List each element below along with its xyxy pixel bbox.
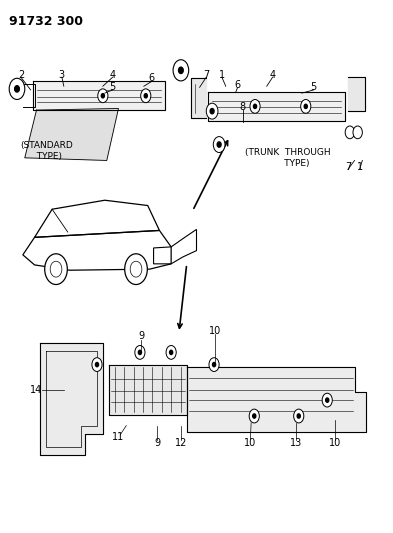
Polygon shape [33, 81, 165, 110]
Circle shape [135, 345, 145, 359]
Circle shape [125, 254, 147, 285]
Text: (TRUNK  THROUGH
      TYPE): (TRUNK THROUGH TYPE) [245, 148, 331, 167]
Text: 9: 9 [154, 438, 160, 448]
Circle shape [210, 109, 214, 114]
Text: 4: 4 [110, 70, 116, 79]
Circle shape [95, 362, 99, 367]
Polygon shape [191, 78, 206, 118]
Circle shape [253, 414, 256, 418]
Text: 7: 7 [203, 70, 209, 79]
Circle shape [166, 345, 176, 359]
Circle shape [178, 67, 183, 74]
Circle shape [322, 393, 332, 407]
Circle shape [304, 104, 307, 109]
Text: 7: 7 [345, 162, 351, 172]
Circle shape [213, 136, 225, 152]
Polygon shape [40, 343, 103, 455]
Text: 6: 6 [234, 80, 241, 90]
Text: 5: 5 [110, 82, 116, 92]
Text: 9: 9 [138, 332, 144, 342]
Text: 8: 8 [239, 102, 246, 112]
Text: 14: 14 [30, 384, 42, 394]
Circle shape [250, 100, 260, 114]
Circle shape [50, 261, 62, 277]
Circle shape [301, 100, 311, 114]
Text: 12: 12 [175, 438, 187, 448]
Circle shape [92, 358, 102, 372]
Text: (STANDARD
  TYPE): (STANDARD TYPE) [20, 141, 73, 160]
Circle shape [15, 86, 19, 92]
Text: 10: 10 [244, 438, 257, 448]
Circle shape [169, 350, 173, 354]
Circle shape [209, 358, 219, 372]
Circle shape [345, 126, 354, 139]
Text: 13: 13 [290, 438, 302, 448]
Text: 11: 11 [112, 432, 125, 442]
Text: 3: 3 [59, 70, 65, 79]
Circle shape [297, 414, 300, 418]
Circle shape [249, 409, 259, 423]
Text: 5: 5 [310, 82, 317, 92]
Circle shape [213, 362, 216, 367]
Circle shape [138, 350, 141, 354]
Text: 10: 10 [329, 438, 341, 448]
Polygon shape [348, 77, 365, 111]
Polygon shape [25, 109, 118, 160]
Circle shape [173, 60, 189, 81]
Circle shape [217, 142, 221, 147]
Polygon shape [109, 365, 187, 415]
Text: 1: 1 [219, 70, 225, 79]
Text: 6: 6 [149, 73, 155, 83]
Polygon shape [208, 92, 345, 120]
Circle shape [144, 94, 147, 98]
Circle shape [9, 78, 25, 100]
Circle shape [141, 89, 151, 103]
Circle shape [253, 104, 257, 109]
Text: 10: 10 [209, 326, 221, 336]
Text: 91732 300: 91732 300 [9, 14, 83, 28]
Circle shape [326, 398, 329, 402]
Circle shape [101, 94, 105, 98]
Text: 4: 4 [270, 70, 275, 79]
Circle shape [45, 254, 67, 285]
Circle shape [206, 103, 218, 119]
Circle shape [98, 89, 108, 103]
Circle shape [353, 126, 362, 139]
Text: 2: 2 [18, 70, 24, 79]
Circle shape [130, 261, 142, 277]
Polygon shape [187, 367, 366, 432]
Circle shape [294, 409, 304, 423]
Text: 1: 1 [356, 162, 363, 172]
